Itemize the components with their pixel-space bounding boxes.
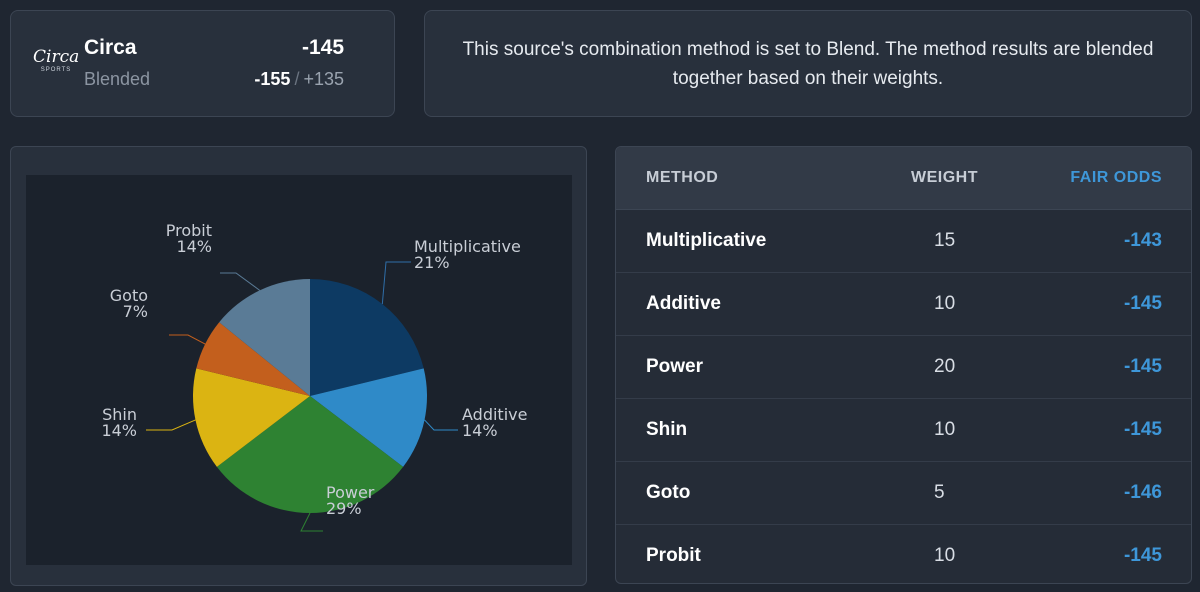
row-weight: 5 — [934, 482, 945, 503]
blended-odds-favorite: -155 — [254, 69, 291, 89]
row-method: Power — [646, 356, 704, 377]
row-fair-odds: -143 — [1123, 230, 1162, 251]
row-weight: 10 — [934, 419, 956, 440]
source-name: Circa — [84, 36, 137, 59]
pie-label-shin: Shin 14% — [101, 405, 137, 440]
pie-label-goto: Goto 7% — [110, 286, 148, 321]
table-row: Goto 5 -146 — [616, 462, 1191, 525]
table-row: Multiplicative 15 -143 — [616, 210, 1191, 273]
pie-slice-additive[interactable] — [310, 368, 428, 467]
pie-slice-multiplicative[interactable] — [310, 279, 424, 396]
info-text: This source's combination method is set … — [462, 38, 1154, 89]
pie-leader-line-shin — [146, 419, 196, 431]
table-row: Additive 10 -145 — [616, 273, 1191, 336]
row-weight: 15 — [934, 230, 956, 251]
pie-chart: Multiplicative 21% Additive 14% Power 29% Shin… — [26, 175, 572, 565]
table-header: METHOD WEIGHT FAIR ODDS — [616, 147, 1191, 210]
blended-odds-underdog: +135 — [303, 69, 344, 89]
row-fair-odds: -145 — [1123, 545, 1162, 566]
logo-script-text: Circa — [33, 47, 80, 67]
pie-slice-goto[interactable] — [196, 322, 310, 396]
table-row: Probit 10 -145 — [616, 525, 1191, 583]
pie-label-additive: Additive 14% — [462, 405, 527, 440]
row-fair-odds: -145 — [1123, 356, 1162, 377]
pie-label-multiplicative: Multiplicative 21% — [414, 237, 521, 272]
row-method: Goto — [646, 482, 691, 503]
blended-odds-separator: / — [294, 69, 300, 89]
info-card: This source's combination method is set … — [424, 10, 1192, 117]
header-method[interactable]: METHOD — [646, 169, 719, 186]
header-weight[interactable]: WEIGHT — [911, 169, 978, 186]
methods-table: METHOD WEIGHT FAIR ODDS Multiplicative 1… — [615, 146, 1192, 584]
row-method: Shin — [646, 419, 688, 440]
row-fair-odds: -146 — [1123, 482, 1162, 503]
pie-slice-power[interactable] — [216, 396, 404, 513]
row-method: Additive — [646, 293, 721, 314]
row-fair-odds: -145 — [1123, 293, 1162, 314]
table-row: Power 20 -145 — [616, 336, 1191, 399]
row-method: Multiplicative — [646, 230, 767, 251]
pie-leader-line-power — [300, 512, 323, 532]
pie-leader-line-probit — [220, 272, 261, 291]
header-fair-odds[interactable]: FAIR ODDS — [1070, 169, 1162, 186]
pie-slice-probit[interactable] — [219, 279, 310, 396]
pie-label-power: Power 29% — [326, 483, 375, 518]
pie-leader-line-multiplicative — [381, 261, 411, 305]
pie-chart-svg: Multiplicative 21% Additive 14% Power 29% Shin… — [101, 221, 527, 532]
row-weight: 10 — [934, 545, 956, 566]
pie-leader-line-goto — [169, 334, 206, 345]
pie-leader-line-additive — [424, 419, 458, 431]
source-card: Circa SPORTS Circa Blended -145 -155/+13… — [10, 10, 395, 117]
row-weight: 10 — [934, 293, 956, 314]
circa-sports-logo: Circa SPORTS — [33, 47, 79, 77]
source-blended-odds: -155/+135 — [254, 69, 344, 90]
logo-sub-text: SPORTS — [40, 67, 72, 73]
source-method: Blended — [84, 69, 151, 89]
source-odds: -145 — [301, 36, 344, 59]
row-method: Probit — [646, 545, 701, 566]
pie-label-probit: Probit 14% — [166, 221, 212, 256]
chart-card: Multiplicative 21% Additive 14% Power 29% Shin… — [10, 146, 587, 586]
row-fair-odds: -145 — [1123, 419, 1162, 440]
table-row: Shin 10 -145 — [616, 399, 1191, 462]
pie-slice-shin[interactable] — [193, 368, 310, 467]
row-weight: 20 — [934, 356, 956, 377]
